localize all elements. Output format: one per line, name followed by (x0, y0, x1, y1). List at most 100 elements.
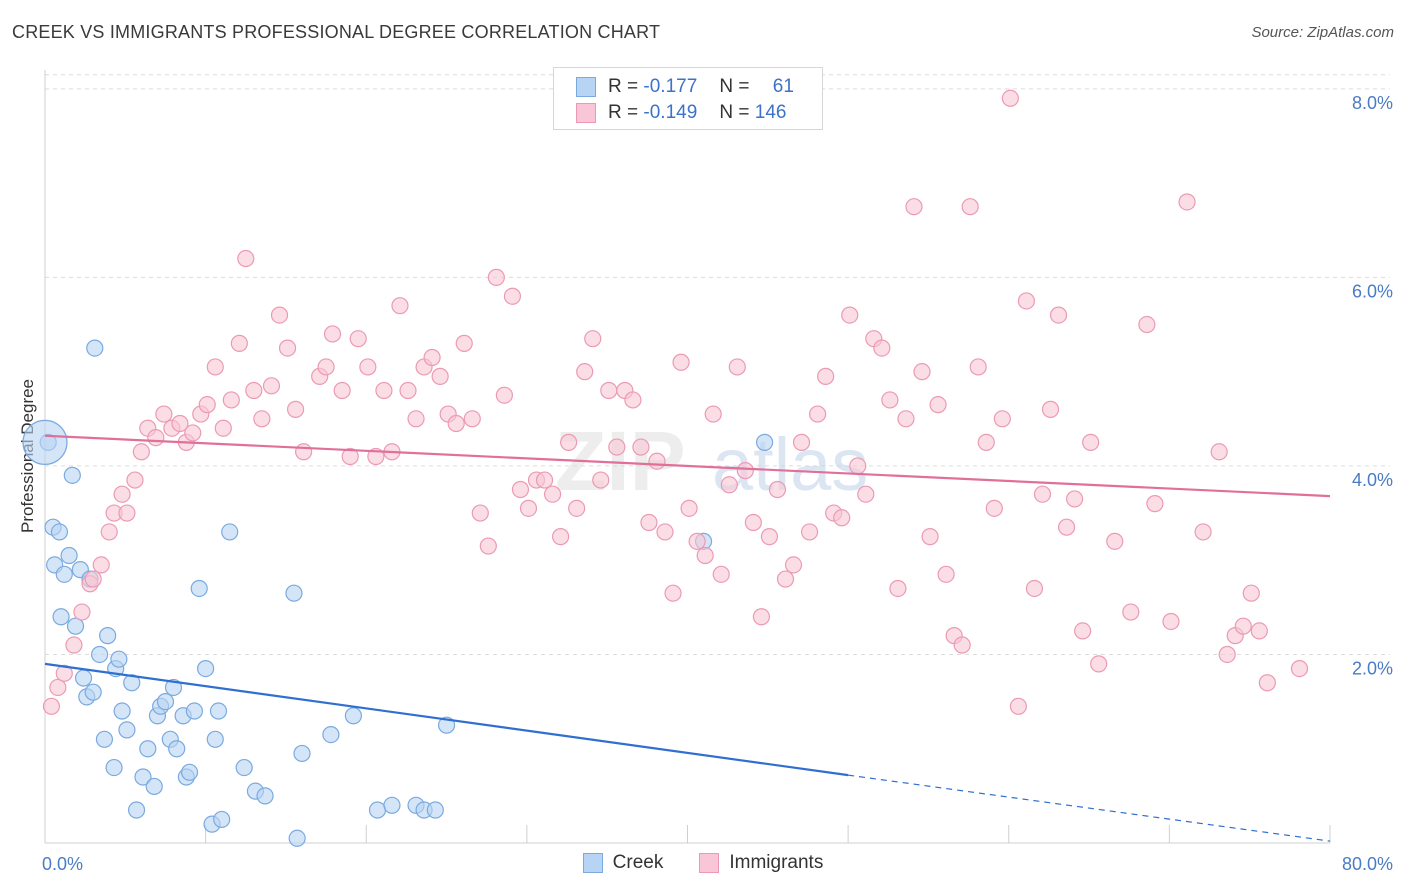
immigrants-point (760, 528, 779, 546)
immigrants-point (359, 358, 377, 376)
legend-item-immigrants[interactable]: Immigrants (699, 852, 823, 874)
creek-point (86, 339, 104, 357)
watermark-atlas: atlas (712, 423, 868, 506)
immigrants-point (568, 499, 586, 517)
immigrants-point (333, 381, 351, 400)
immigrants-point (270, 306, 289, 324)
creek-point (209, 702, 228, 720)
immigrants-point (118, 504, 136, 522)
immigrants-point (913, 363, 931, 381)
immigrants-point (1049, 306, 1068, 324)
immigrants-point (688, 532, 706, 550)
creek-point (60, 546, 78, 565)
immigrants-point (447, 414, 465, 433)
immigrants-point (985, 499, 1003, 517)
immigrants-point (712, 565, 730, 583)
immigrants-point (1210, 443, 1228, 461)
x-tick-label: 80.0% (1342, 854, 1393, 874)
immigrants-point (696, 546, 714, 565)
immigrants-point (278, 339, 297, 357)
creek-point (164, 678, 183, 697)
immigrants-point (632, 438, 650, 456)
immigrants-point (222, 391, 240, 409)
creek-point (55, 565, 73, 583)
creek-point (293, 744, 311, 763)
immigrants-point (608, 438, 626, 456)
creek-point (235, 758, 253, 777)
immigrants-point (1106, 532, 1124, 550)
immigrants-point (479, 537, 497, 555)
immigrants-point (1138, 315, 1156, 334)
immigrants-point (1001, 89, 1019, 107)
immigrants-point (1242, 584, 1260, 602)
creek-point (368, 801, 387, 819)
immigrants-point (664, 584, 682, 602)
immigrants-point (100, 523, 118, 541)
chart-title: CREEK VS IMMIGRANTS PROFESSIONAL DEGREE … (12, 22, 661, 42)
immigrants-point (519, 499, 538, 517)
creek-point (50, 523, 69, 541)
immigrants-point (206, 358, 224, 376)
immigrants-point (680, 499, 698, 517)
immigrants-point (323, 325, 342, 343)
immigrants-point (977, 433, 995, 451)
y-tick-label: 8.0% (1352, 93, 1393, 113)
creek-point (344, 707, 362, 725)
immigrants-point (391, 297, 409, 315)
immigrants-point (560, 433, 578, 451)
creek-point (118, 721, 136, 739)
immigrants-point (953, 636, 971, 654)
creek-point (145, 777, 163, 796)
y-tick-label: 6.0% (1352, 281, 1393, 301)
legend-item-creek[interactable]: Creek (582, 852, 663, 874)
immigrants-point (49, 678, 67, 697)
immigrants-point (552, 528, 570, 546)
immigrants-point (92, 556, 110, 574)
immigrants-point (656, 523, 674, 541)
creek-point (288, 829, 306, 847)
immigrants-point (73, 603, 91, 621)
immigrants-swatch (699, 853, 720, 873)
immigrants-point (817, 367, 835, 385)
creek-point (221, 523, 239, 541)
creek-point (74, 669, 93, 687)
immigrants-point (471, 504, 489, 522)
creek-point (190, 579, 208, 598)
creek-point (110, 650, 128, 668)
immigrants-point (905, 198, 923, 216)
trend-lines (44, 434, 1331, 842)
creek-point (256, 787, 274, 805)
immigrants-point (42, 697, 61, 715)
immigrants-point (341, 447, 359, 466)
immigrants-point (1033, 485, 1052, 503)
creek-point (285, 584, 303, 602)
watermark: ZIP atlas (555, 414, 868, 508)
creek-point (213, 810, 231, 829)
immigrants-point (881, 391, 899, 409)
creek-point-large (22, 419, 68, 465)
correlation-legend: R = -0.177 N = 61 R = -0.149 N = 146 (553, 67, 823, 130)
immigrants-point (455, 334, 473, 352)
immigrants-point (503, 287, 522, 305)
immigrants-point (1009, 697, 1027, 715)
creek-point (180, 763, 199, 781)
immigrants-point (784, 556, 803, 574)
immigrants-point (1194, 523, 1212, 541)
immigrants-point (937, 565, 955, 583)
creek-point (168, 740, 186, 758)
immigrants-point (969, 358, 987, 376)
immigrants-swatch (576, 103, 596, 123)
immigrants-point (237, 249, 255, 268)
immigrants-point (672, 353, 690, 371)
creek-point (139, 740, 157, 758)
immigrants-point (1090, 655, 1108, 673)
immigrants-point (993, 410, 1011, 428)
immigrants-point (230, 334, 248, 352)
immigrants-point (640, 513, 658, 532)
immigrants-point (736, 462, 754, 480)
n-value: 61 (772, 76, 794, 97)
immigrants-point (704, 405, 722, 423)
immigrants-point (126, 471, 144, 489)
immigrants-point (262, 377, 281, 395)
